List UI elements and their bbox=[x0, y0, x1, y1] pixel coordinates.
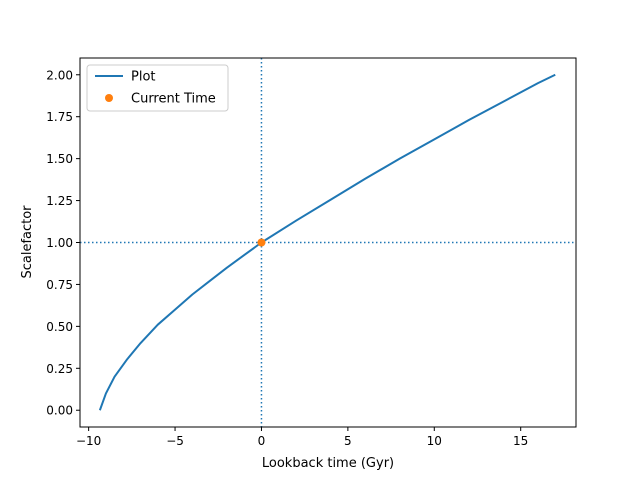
y-tick-label: 1.50 bbox=[46, 152, 73, 166]
x-tick-label: −10 bbox=[76, 434, 101, 448]
legend-label-plot: Plot bbox=[131, 70, 156, 85]
y-axis-ticks: 0.00 0.25 0.50 0.75 1.00 1.25 1.50 1.75 2.00 bbox=[46, 68, 80, 418]
y-tick-label: 0.25 bbox=[46, 362, 73, 376]
y-tick-label: 2.00 bbox=[46, 68, 73, 82]
y-tick-label: 1.75 bbox=[46, 110, 73, 124]
x-tick-label: 0 bbox=[258, 434, 266, 448]
y-tick-label: 0.75 bbox=[46, 278, 73, 292]
series-line-plot bbox=[98, 73, 556, 411]
y-tick-label: 1.25 bbox=[46, 194, 73, 208]
x-tick-label: −5 bbox=[166, 434, 184, 448]
x-axis-ticks: −10 −5 0 5 10 15 bbox=[76, 427, 528, 448]
y-tick-label: 0.50 bbox=[46, 320, 73, 334]
x-tick-label: 10 bbox=[427, 434, 442, 448]
x-tick-label: 15 bbox=[513, 434, 528, 448]
current-time-marker bbox=[257, 238, 266, 247]
y-tick-label: 1.00 bbox=[46, 236, 73, 250]
x-axis-label: Lookback time (Gyr) bbox=[262, 456, 394, 471]
y-tick-label: 0.00 bbox=[46, 404, 73, 418]
y-axis-label: Scalefactor bbox=[20, 205, 35, 279]
series-lines bbox=[98, 73, 556, 411]
legend: Plot Current Time bbox=[86, 64, 229, 112]
x-tick-label: 5 bbox=[344, 434, 352, 448]
legend-marker-swatch bbox=[105, 94, 113, 102]
markers bbox=[257, 238, 266, 247]
plot-area: −10 −5 0 5 10 15 0.00 0.25 0.50 0.75 1.00 1.25 1.50… bbox=[20, 57, 577, 471]
legend-label-current-time: Current Time bbox=[131, 92, 216, 107]
